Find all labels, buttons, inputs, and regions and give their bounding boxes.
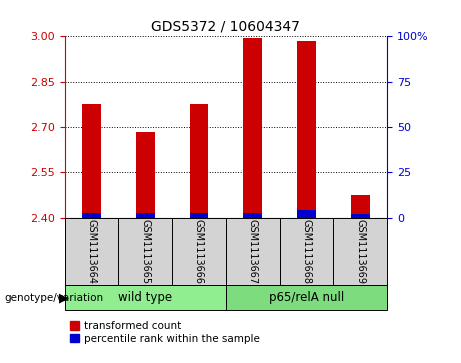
Bar <box>82 104 101 218</box>
Text: ▶: ▶ <box>59 292 68 305</box>
Text: GSM1113667: GSM1113667 <box>248 219 258 284</box>
Text: GSM1113665: GSM1113665 <box>140 219 150 284</box>
Bar <box>351 214 370 218</box>
Bar <box>243 38 262 218</box>
Bar <box>297 41 316 218</box>
Bar <box>82 213 101 218</box>
Bar <box>333 218 387 285</box>
Bar <box>351 195 370 218</box>
Text: GSM1113669: GSM1113669 <box>355 219 366 284</box>
Bar <box>136 131 154 218</box>
Text: GSM1113666: GSM1113666 <box>194 219 204 284</box>
Title: GDS5372 / 10604347: GDS5372 / 10604347 <box>152 20 300 34</box>
Bar <box>65 285 226 310</box>
Text: wild type: wild type <box>118 291 172 304</box>
Bar <box>280 218 333 285</box>
Bar <box>243 213 262 218</box>
Bar <box>226 285 387 310</box>
Bar <box>226 218 280 285</box>
Bar <box>172 218 226 285</box>
Text: genotype/variation: genotype/variation <box>5 293 104 303</box>
Bar <box>297 210 316 218</box>
Text: GSM1113664: GSM1113664 <box>86 219 96 284</box>
Bar <box>118 218 172 285</box>
Legend: transformed count, percentile rank within the sample: transformed count, percentile rank withi… <box>70 321 260 344</box>
Bar <box>65 218 118 285</box>
Text: GSM1113668: GSM1113668 <box>301 219 312 284</box>
Text: p65/relA null: p65/relA null <box>269 291 344 304</box>
Bar <box>189 104 208 218</box>
Bar <box>189 213 208 218</box>
Bar <box>136 213 154 218</box>
